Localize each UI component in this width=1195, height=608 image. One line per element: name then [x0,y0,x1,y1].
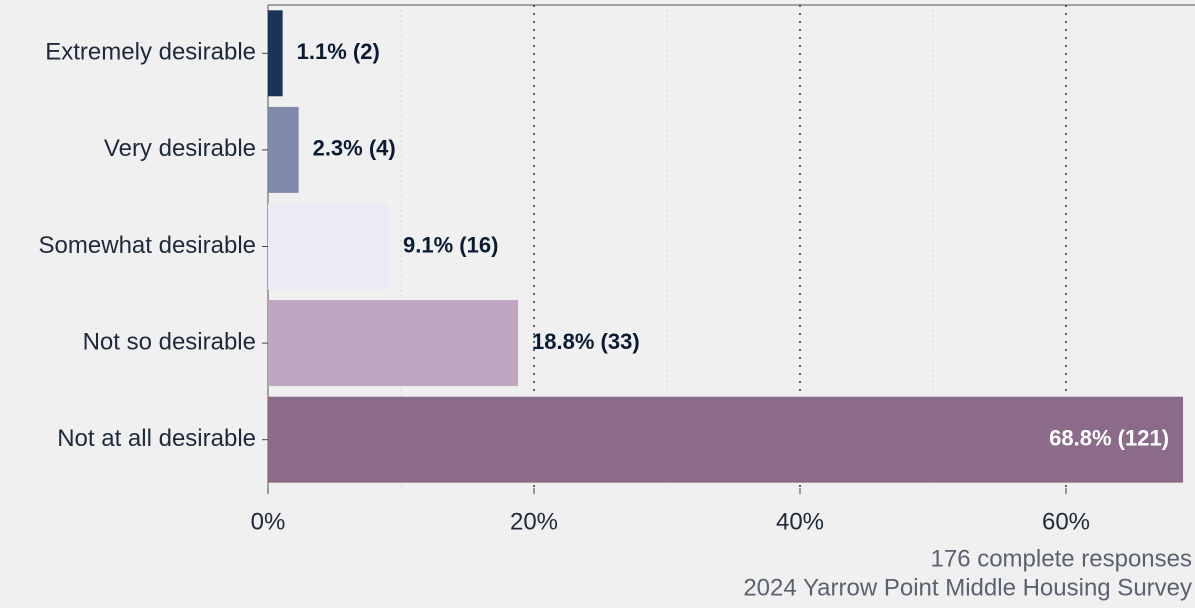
value-label: 2.3% (4) [313,136,396,161]
caption: 176 complete responses [931,545,1193,572]
bar [268,106,299,193]
y-tick-label: Extremely desirable [45,39,256,66]
bar [268,203,390,290]
caption: 2024 Yarrow Point Middle Housing Survey [743,574,1192,601]
value-label: 1.1% (2) [297,39,380,64]
x-tick-label: 60% [1042,508,1090,535]
y-tick-label: Not so desirable [83,328,256,355]
value-label: 9.1% (16) [403,232,498,257]
bar [268,10,283,97]
y-tick-label: Somewhat desirable [39,232,256,259]
value-label: 18.8% (33) [532,329,640,354]
y-tick-label: Very desirable [104,135,256,162]
x-tick-label: 20% [510,508,558,535]
x-tick-label: 0% [251,508,286,535]
y-tick-label: Not at all desirable [57,425,256,452]
value-label: 68.8% (121) [1049,426,1169,451]
bar [268,396,1184,483]
x-tick-label: 40% [776,508,824,535]
bar [268,300,519,387]
